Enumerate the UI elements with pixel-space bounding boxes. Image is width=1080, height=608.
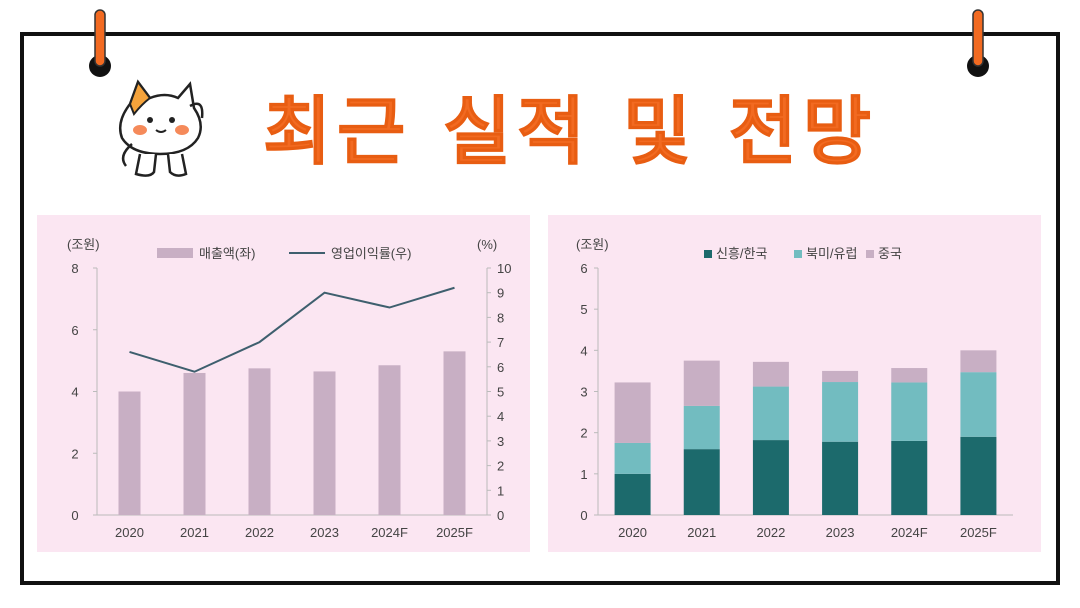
legend-label: 북미/유럽 [806,246,857,261]
legend-swatch [866,250,874,258]
right-tick-label: 0 [497,508,504,523]
x-tick-label: 2021 [687,525,716,540]
x-tick-label: 2022 [245,525,274,540]
x-tick-label: 2025F [960,525,997,540]
x-tick-label: 2020 [618,525,647,540]
sales-bar [183,372,206,515]
legend-swatch-sales [157,248,193,258]
y-tick-label: 4 [580,343,587,358]
x-tick-label: 2023 [310,525,339,540]
cat-mascot-icon [119,79,204,177]
right-tick-label: 4 [497,409,504,424]
korea-segment [614,473,651,515]
legend-label: 중국 [878,246,902,261]
y-tick-label: 1 [580,467,587,482]
na-eu-segment [614,442,651,474]
page-title: 최근 실적 및 전망 [263,89,877,176]
y-tick-label: 0 [580,508,587,523]
x-tick-label: 2023 [826,525,855,540]
legend-label: 신흥/한국 [716,246,767,261]
right-tick-label: 9 [497,286,504,301]
left-unit-label: (조원) [67,237,100,252]
regional-sales-chart: (조원) 0 1 2 3 4 5 6 2020 2021 2022 2023 2024F 2025F 신흥/… [576,237,1013,540]
china-segment [960,350,997,373]
china-segment [614,382,651,443]
korea-segment [822,441,859,515]
right-tick-label: 1 [497,483,504,498]
sales-margin-chart: (조원) (%) 0 2 4 6 8 0 1 2 3 4 5 6 7 8 9 10 2020 2021 2022 2023… [67,237,511,540]
left-tick-label: 2 [71,446,78,461]
operating-margin-line [129,286,455,373]
legend-label-sales: 매출액(좌) [199,246,256,261]
na-eu-segment [960,372,997,437]
left-binder-pin-icon [89,9,111,77]
na-eu-segment [822,382,859,442]
regional-sales-chart-panel: (조원) 0 1 2 3 4 5 6 2020 2021 2022 2023 2024F 2025F 신흥/… [548,215,1041,552]
left-tick-label: 6 [71,323,78,338]
china-segment [752,361,789,387]
left-tick-label: 4 [71,385,78,400]
right-tick-label: 8 [497,310,504,325]
right-tick-label: 10 [497,261,511,276]
china-segment [891,368,928,383]
y-tick-label: 2 [580,426,587,441]
right-tick-label: 3 [497,434,504,449]
x-tick-label: 2025F [436,525,473,540]
sales-bar [443,351,466,515]
na-eu-segment [752,386,789,441]
left-unit-label: (조원) [576,237,609,252]
right-binder-pin-icon [967,9,989,77]
right-tick-label: 6 [497,360,504,375]
right-tick-label: 2 [497,459,504,474]
na-eu-segment [683,405,720,450]
x-tick-label: 2022 [756,525,785,540]
y-tick-label: 6 [580,261,587,276]
x-tick-label: 2024F [891,525,928,540]
right-tick-label: 7 [497,335,504,350]
legend-swatch [704,250,712,258]
right-tick-label: 5 [497,385,504,400]
china-segment [822,370,859,383]
na-eu-segment [891,382,928,441]
korea-segment [891,440,928,515]
sales-bar [378,365,401,515]
y-tick-label: 5 [580,302,587,317]
korea-segment [683,449,720,515]
y-tick-label: 3 [580,385,587,400]
x-tick-label: 2020 [115,525,144,540]
right-unit-label: (%) [477,237,497,252]
sales-bar [248,368,271,515]
x-tick-label: 2024F [371,525,408,540]
china-segment [683,360,720,406]
legend-swatch [794,250,802,258]
korea-segment [960,436,997,515]
left-tick-label: 8 [71,261,78,276]
korea-segment [752,440,789,515]
sales-bar [313,371,336,515]
legend-label-margin: 영업이익률(우) [331,246,411,261]
x-tick-label: 2021 [180,525,209,540]
sales-bar [118,391,141,515]
sales-margin-chart-panel: (조원) (%) 0 2 4 6 8 0 1 2 3 4 5 6 7 8 9 10 2020 2021 2022 2023… [37,215,530,552]
left-tick-label: 0 [71,508,78,523]
